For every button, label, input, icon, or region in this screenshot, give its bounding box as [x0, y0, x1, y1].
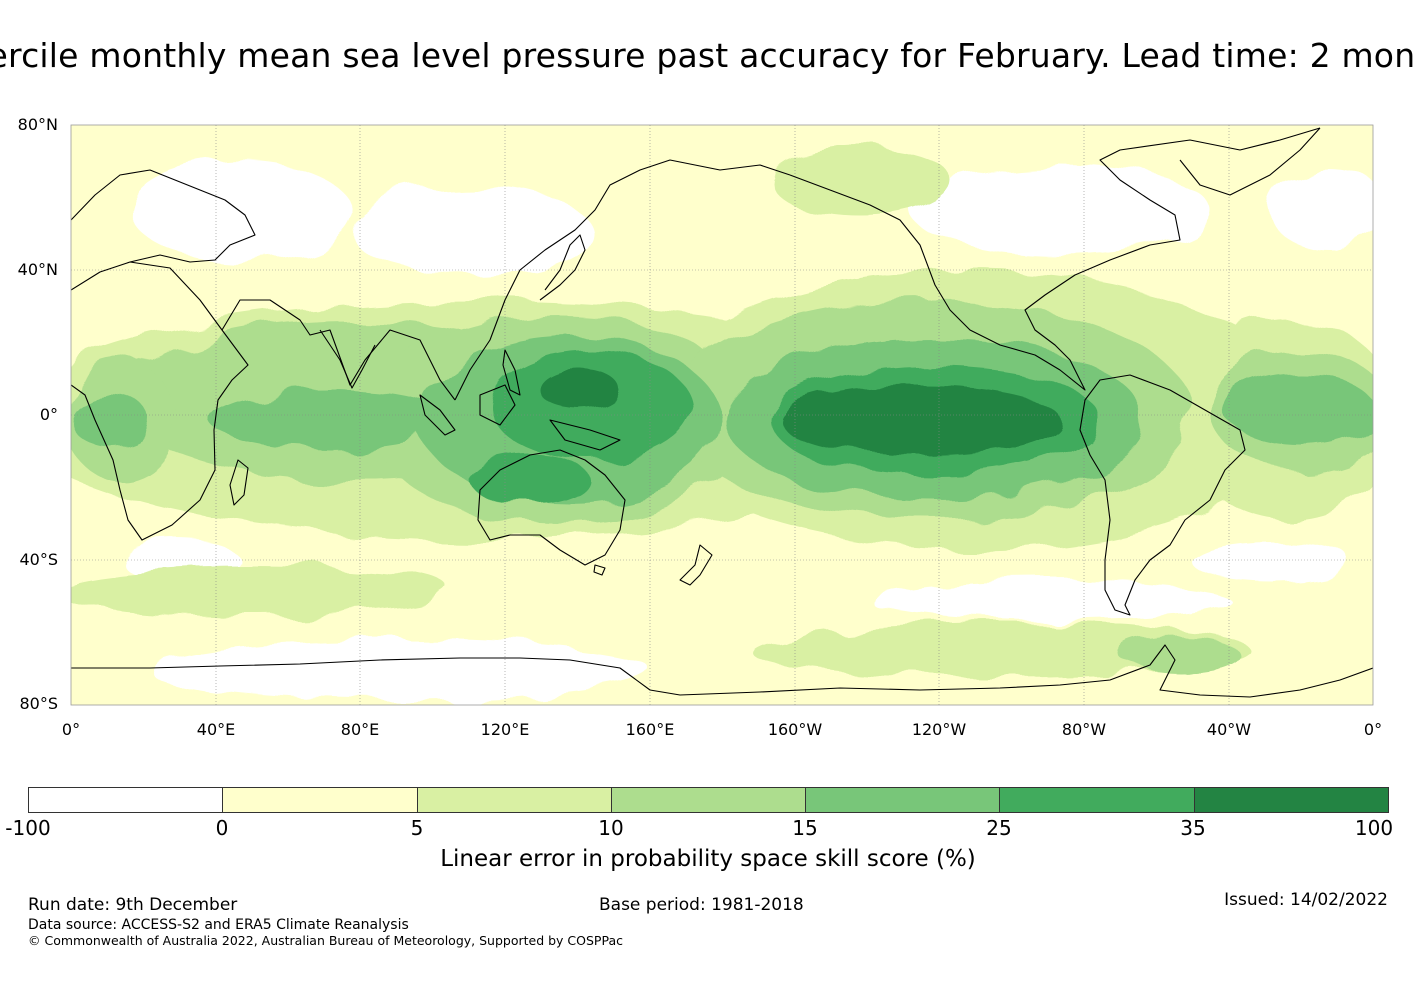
- lon-label: 80°W: [1061, 720, 1107, 739]
- coastline-india: [319, 329, 376, 389]
- lat-label: 40°N: [17, 260, 58, 279]
- skill-15-25-region: [1225, 375, 1373, 445]
- coastline-new-zealand: [679, 544, 713, 586]
- skill-15-25-region: [71, 395, 150, 445]
- skill-35-100-region: [780, 385, 1060, 455]
- colorbar-tick: 15: [792, 816, 818, 840]
- lat-label: 40°S: [19, 550, 58, 569]
- coastline-tasmania: [593, 564, 606, 576]
- base-period: Base period: 1981-2018: [599, 895, 804, 915]
- coastline-asia-south: [221, 299, 456, 401]
- coastline-africa: [71, 261, 249, 541]
- colorbar-segment: [1194, 788, 1388, 812]
- lon-label: 160°W: [767, 720, 823, 739]
- lon-label: 80°E: [340, 720, 380, 739]
- negative-skill-region: [1190, 540, 1350, 580]
- colorbar-segment: [1000, 788, 1195, 812]
- lon-label: 0°: [1363, 720, 1383, 739]
- lon-label: 120°E: [480, 720, 530, 739]
- gridlines: [71, 125, 1373, 705]
- coastline-antarctica: [71, 644, 1373, 698]
- coastline-borneo: [479, 384, 516, 426]
- lon-label: 40°E: [196, 720, 236, 739]
- coastline-madagascar: [229, 459, 249, 506]
- skill-5-10-region: [750, 622, 1250, 678]
- colorbar-tick: 35: [1180, 816, 1206, 840]
- negative-skill-region: [150, 640, 650, 700]
- coastline-japan: [539, 234, 586, 301]
- negative-skill-region: [350, 185, 590, 275]
- lon-label: 160°E: [625, 720, 675, 739]
- skill-5-10-region: [770, 145, 950, 215]
- colorbar-segment: [806, 788, 1001, 812]
- colorbar: [28, 787, 1389, 813]
- map-frame: [70, 124, 1374, 706]
- coastline-philippines: [502, 349, 521, 396]
- colorbar-tick: -100: [5, 816, 51, 840]
- negative-skill-region: [130, 160, 350, 260]
- coastline-greenland: [1179, 127, 1321, 196]
- colorbar-tick: 100: [1354, 816, 1394, 840]
- coastline-east-asia: [454, 159, 791, 401]
- coastline-north-america: [789, 127, 1321, 391]
- colorbar-tick: 10: [598, 816, 624, 840]
- skill-5-10-region: [71, 565, 450, 615]
- colorbar-tick: 0: [215, 816, 229, 840]
- skill-35-100-region: [540, 370, 620, 410]
- coastline-south-america: [1079, 374, 1246, 616]
- lat-label: 80°N: [17, 115, 58, 134]
- map-title: ercile monthly mean sea level pressure p…: [0, 36, 1416, 75]
- issued-date: Issued: 14/02/2022: [1224, 890, 1388, 910]
- copyright: © Commonwealth of Australia 2022, Austra…: [28, 933, 623, 948]
- coastline-australia: [477, 449, 626, 566]
- lon-label: 0°: [61, 720, 81, 739]
- colorbar-tick: 5: [410, 816, 424, 840]
- colorbar-label: Linear error in probability space skill …: [440, 846, 976, 872]
- data-source: Data source: ACCESS-S2 and ERA5 Climate …: [28, 917, 409, 933]
- negative-skill-region: [870, 580, 1230, 620]
- colorbar-segment: [611, 788, 807, 812]
- colorbar-tick: 25: [986, 816, 1012, 840]
- run-date: Run date: 9th December: [28, 895, 238, 915]
- negative-skill-region: [1270, 170, 1373, 250]
- colorbar-segment: [417, 788, 612, 812]
- skill-10-15-region: [1120, 637, 1240, 673]
- lon-label: 120°W: [911, 720, 967, 739]
- coastline-sumatra: [419, 394, 456, 436]
- colorbar-segment: [29, 788, 224, 812]
- colorbar-segment: [223, 788, 418, 812]
- coastline-new-guinea: [549, 419, 621, 451]
- coastlines: [71, 127, 1373, 698]
- lat-label: 80°S: [19, 694, 58, 713]
- negative-skill-region: [910, 165, 1210, 255]
- skill-15-25-region: [210, 390, 450, 450]
- lat-label: 0°: [39, 405, 58, 424]
- lon-label: 40°W: [1206, 720, 1252, 739]
- skill-25-35-region: [470, 455, 590, 505]
- coastline-europe: [71, 169, 256, 263]
